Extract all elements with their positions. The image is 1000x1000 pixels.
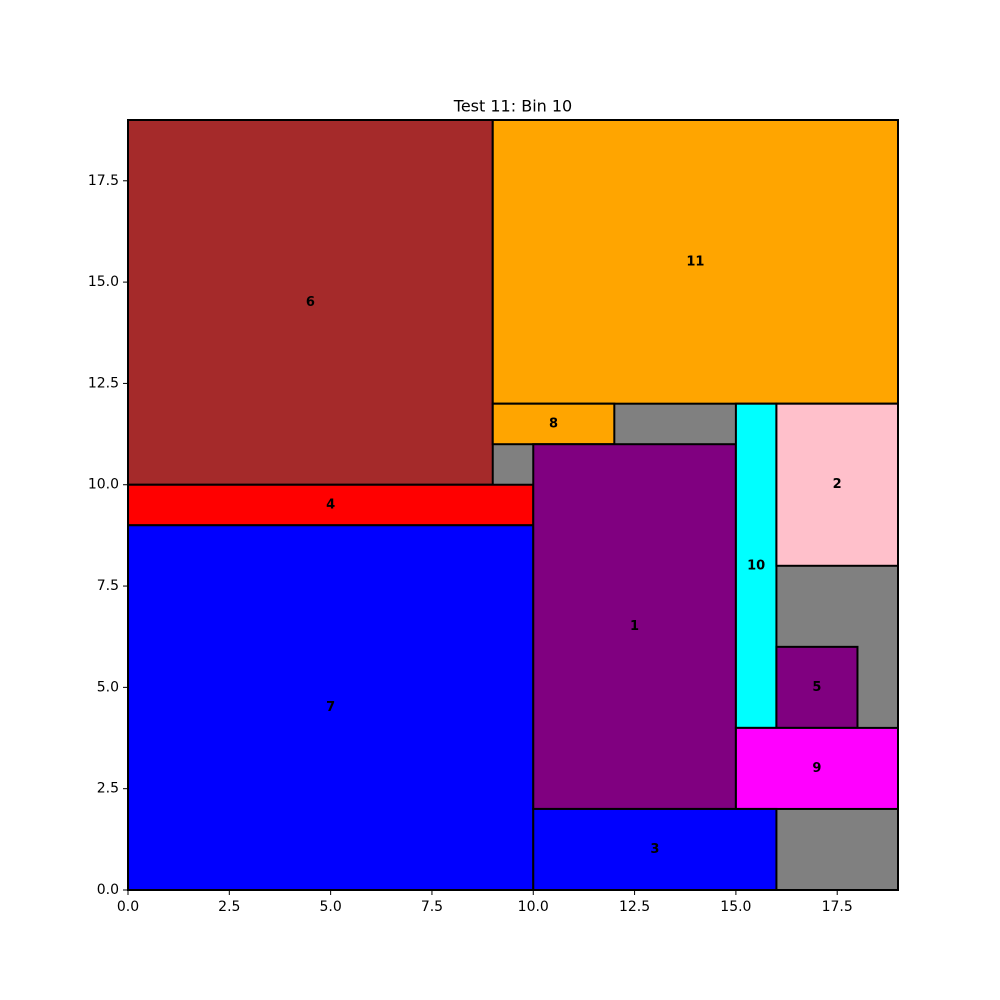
y-tick-label: 5.0 <box>97 679 119 695</box>
x-tick-label: 15.0 <box>720 899 751 915</box>
x-tick-label: 7.5 <box>421 899 443 915</box>
y-tick-label: 0.0 <box>97 882 119 898</box>
chart-title: Test 11: Bin 10 <box>453 97 572 116</box>
y-tick-label: 7.5 <box>97 578 119 594</box>
plot-frame <box>127 119 899 891</box>
item-label: 7 <box>326 700 335 715</box>
x-tick-label: 0.0 <box>117 899 139 915</box>
item-label: 9 <box>812 761 821 776</box>
item-label: 1 <box>630 619 639 634</box>
x-tick-label: 10.0 <box>518 899 549 915</box>
item-label: 2 <box>833 477 842 492</box>
item-rect <box>734 402 778 729</box>
item-rect <box>775 402 900 567</box>
item-label: 8 <box>549 416 558 431</box>
item-rect <box>127 119 494 486</box>
y-tick-label: 15.0 <box>88 274 119 290</box>
item-rect <box>491 402 616 446</box>
item-label: 4 <box>326 498 335 513</box>
y-tick-label: 12.5 <box>88 375 119 391</box>
x-tick-label: 5.0 <box>319 899 341 915</box>
item-label: 6 <box>306 295 315 310</box>
x-tick-label: 12.5 <box>619 899 650 915</box>
item-label: 3 <box>650 842 659 857</box>
y-tick-label: 10.0 <box>88 477 119 493</box>
item-label: 10 <box>747 558 765 573</box>
item-rect <box>127 524 535 892</box>
x-tick-label: 17.5 <box>822 899 853 915</box>
y-tick-label: 2.5 <box>97 781 119 797</box>
item-rect <box>532 807 778 892</box>
item-rect <box>775 645 859 729</box>
item-label: 5 <box>812 680 821 695</box>
y-tick-label: 17.5 <box>88 173 119 189</box>
x-tick-label: 2.5 <box>218 899 240 915</box>
item-label: 11 <box>686 254 704 269</box>
